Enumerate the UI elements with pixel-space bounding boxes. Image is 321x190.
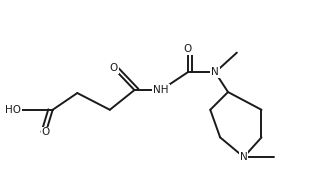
Text: O: O: [184, 44, 192, 54]
Text: O: O: [110, 63, 118, 73]
Text: N: N: [240, 152, 247, 162]
Text: NH: NH: [153, 85, 169, 95]
Text: O: O: [42, 127, 50, 137]
Text: HO: HO: [5, 105, 21, 115]
Text: N: N: [211, 67, 219, 77]
